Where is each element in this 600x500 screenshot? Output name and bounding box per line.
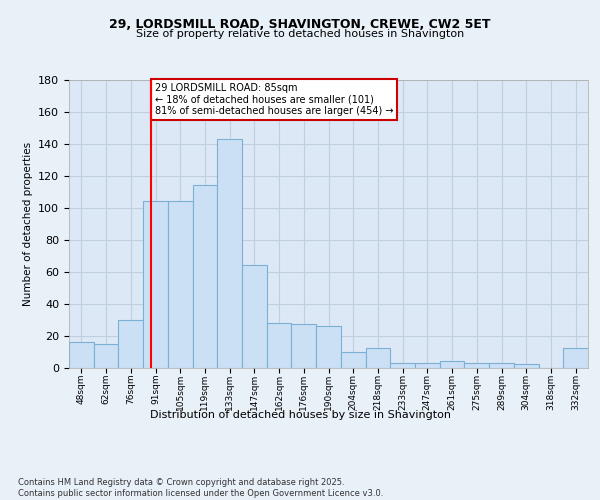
Bar: [217, 139, 242, 368]
Bar: [489, 362, 514, 368]
Bar: [267, 323, 292, 368]
Bar: [94, 344, 118, 367]
Bar: [143, 202, 168, 368]
Bar: [464, 362, 489, 368]
Bar: [292, 324, 316, 368]
Bar: [341, 352, 365, 368]
Bar: [563, 348, 588, 368]
Bar: [365, 348, 390, 368]
Text: Size of property relative to detached houses in Shavington: Size of property relative to detached ho…: [136, 29, 464, 39]
Text: 29, LORDSMILL ROAD, SHAVINGTON, CREWE, CW2 5ET: 29, LORDSMILL ROAD, SHAVINGTON, CREWE, C…: [109, 18, 491, 30]
Text: 29 LORDSMILL ROAD: 85sqm
← 18% of detached houses are smaller (101)
81% of semi-: 29 LORDSMILL ROAD: 85sqm ← 18% of detach…: [155, 83, 394, 116]
Bar: [118, 320, 143, 368]
Text: Contains HM Land Registry data © Crown copyright and database right 2025.
Contai: Contains HM Land Registry data © Crown c…: [18, 478, 383, 498]
Text: Distribution of detached houses by size in Shavington: Distribution of detached houses by size …: [149, 410, 451, 420]
Bar: [316, 326, 341, 368]
Bar: [168, 202, 193, 368]
Y-axis label: Number of detached properties: Number of detached properties: [23, 142, 32, 306]
Bar: [242, 266, 267, 368]
Bar: [440, 361, 464, 368]
Bar: [69, 342, 94, 367]
Bar: [514, 364, 539, 368]
Bar: [193, 186, 217, 368]
Bar: [415, 362, 440, 368]
Bar: [390, 362, 415, 368]
